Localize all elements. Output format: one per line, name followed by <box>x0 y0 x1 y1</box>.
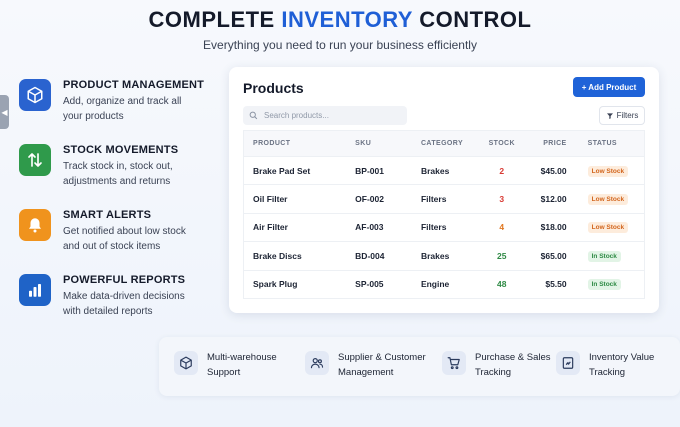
feature-product-management: PRODUCT MANAGEMENT Add, organize and tra… <box>19 78 219 143</box>
product-stock: 4 <box>478 212 525 242</box>
product-category: Brakes <box>411 155 479 185</box>
product-category: Brakes <box>411 241 479 271</box>
product-name: Air Filter <box>243 212 347 242</box>
feature-title: PRODUCT MANAGEMENT <box>63 79 205 91</box>
status-badge: In Stock <box>587 250 621 262</box>
chevron-left-icon: ◀ <box>1 107 8 117</box>
table-row[interactable]: Spark Plug SP-005 Engine 48 $5.50 In Sto… <box>243 269 645 299</box>
column-header[interactable]: PRICE <box>543 140 567 147</box>
bottom-feature-line1: Multi-warehouse <box>207 352 277 363</box>
title-part-1: COMPLETE <box>148 7 282 32</box>
feature-desc: Add, organize and track all your product… <box>63 96 182 122</box>
feature-title: SMART ALERTS <box>63 209 152 221</box>
product-sku: OF-002 <box>346 184 412 214</box>
column-header[interactable]: PRODUCT <box>253 140 291 147</box>
bottom-feature-line1: Supplier & Customer <box>338 352 426 363</box>
warehouse-box-icon <box>174 351 198 375</box>
product-sku: SP-005 <box>346 269 412 299</box>
collapse-tab[interactable]: ◀ <box>0 95 9 129</box>
table-row[interactable]: Brake Discs BD-004 Brakes 25 $65.00 In S… <box>243 241 645 271</box>
cart-icon <box>442 351 466 375</box>
bottom-feature-strip: Multi-warehouse Support Supplier & Custom… <box>159 337 680 396</box>
column-header[interactable]: STATUS <box>587 140 617 147</box>
bottom-feature-line2: Tracking <box>589 367 626 378</box>
bell-icon <box>19 209 51 241</box>
product-name: Brake Discs <box>243 241 347 271</box>
add-product-button[interactable]: + Add Product <box>573 77 645 97</box>
product-category: Filters <box>411 184 479 214</box>
hero: COMPLETE INVENTORY CONTROL Everything yo… <box>0 7 680 52</box>
status-badge: In Stock <box>587 279 621 291</box>
bottom-feature-warehouse: Multi-warehouse Support <box>174 350 277 380</box>
status-badge: Low Stock <box>587 165 629 177</box>
product-name: Oil Filter <box>243 184 347 214</box>
product-stock: 3 <box>478 184 525 214</box>
feature-list: PRODUCT MANAGEMENT Add, organize and tra… <box>19 78 219 338</box>
feature-desc: Track stock in, stock out, adjustments a… <box>63 161 173 187</box>
table-row[interactable]: Oil Filter OF-002 Filters 3 $12.00 Low S… <box>243 184 645 214</box>
page-title: COMPLETE INVENTORY CONTROL <box>0 7 680 33</box>
box-icon <box>19 79 51 111</box>
filters-button[interactable]: Filters <box>599 106 645 125</box>
search-box[interactable] <box>243 106 407 125</box>
product-price: $65.00 <box>524 241 579 271</box>
product-category: Engine <box>411 269 479 299</box>
bottom-feature-supplier: Supplier & Customer Management <box>305 350 426 380</box>
products-panel: Products + Add Product Filters PRODUCT S… <box>229 67 659 313</box>
feature-desc: Get notified about low stock and out of … <box>63 226 186 252</box>
table-header-row: PRODUCT SKU CATEGORY STOCK PRICE STATUS <box>243 130 645 157</box>
search-icon <box>249 111 258 120</box>
product-price: $12.00 <box>524 184 579 214</box>
column-header[interactable]: CATEGORY <box>420 140 464 147</box>
product-name: Spark Plug <box>243 269 347 299</box>
product-stock: 25 <box>478 241 525 271</box>
page-subtitle: Everything you need to run your business… <box>203 38 477 52</box>
status-badge: Low Stock <box>587 194 629 206</box>
bottom-feature-value: Inventory Value Tracking <box>556 350 654 380</box>
feature-title: POWERFUL REPORTS <box>63 274 186 286</box>
product-stock: 2 <box>478 155 525 185</box>
feature-title: STOCK MOVEMENTS <box>63 144 179 156</box>
column-header[interactable]: STOCK <box>488 140 515 147</box>
feature-smart-alerts: SMART ALERTS Get notified about low stoc… <box>19 208 219 273</box>
panel-title: Products <box>243 80 304 96</box>
bottom-feature-line2: Support <box>207 367 241 378</box>
feature-stock-movements: STOCK MOVEMENTS Track stock in, stock ou… <box>19 143 219 208</box>
product-sku: BP-001 <box>346 155 412 185</box>
products-table: PRODUCT SKU CATEGORY STOCK PRICE STATUS … <box>243 130 645 299</box>
bar-chart-icon <box>19 274 51 306</box>
feature-powerful-reports: POWERFUL REPORTS Make data-driven decisi… <box>19 273 219 338</box>
product-name: Brake Pad Set <box>243 155 347 185</box>
feature-desc: Make data-driven decisions with detailed… <box>63 291 185 317</box>
bottom-feature-line2: Management <box>338 367 394 378</box>
product-sku: BD-004 <box>346 241 412 271</box>
product-category: Filters <box>411 212 479 242</box>
bottom-feature-line2: Tracking <box>475 367 512 378</box>
bottom-feature-line1: Inventory Value <box>589 352 655 363</box>
product-price: $45.00 <box>524 155 579 185</box>
status-badge: Low Stock <box>587 222 629 234</box>
title-part-2: CONTROL <box>412 7 532 32</box>
bottom-feature-purchase: Purchase & Sales Tracking <box>442 350 551 380</box>
users-icon <box>305 351 329 375</box>
swap-arrows-icon <box>19 144 51 176</box>
filter-icon <box>606 112 613 119</box>
table-row[interactable]: Air Filter AF-003 Filters 4 $18.00 Low S… <box>243 212 645 242</box>
valuation-icon <box>556 351 580 375</box>
filters-label: Filters <box>616 111 639 120</box>
product-price: $18.00 <box>524 212 579 242</box>
bottom-feature-line1: Purchase & Sales <box>475 352 551 363</box>
product-price: $5.50 <box>524 269 579 299</box>
product-stock: 48 <box>478 269 525 299</box>
table-row[interactable]: Brake Pad Set BP-001 Brakes 2 $45.00 Low… <box>243 155 645 185</box>
column-header[interactable]: SKU <box>355 140 372 147</box>
title-accent: INVENTORY <box>281 7 413 32</box>
product-sku: AF-003 <box>346 212 412 242</box>
search-input[interactable] <box>264 111 404 120</box>
